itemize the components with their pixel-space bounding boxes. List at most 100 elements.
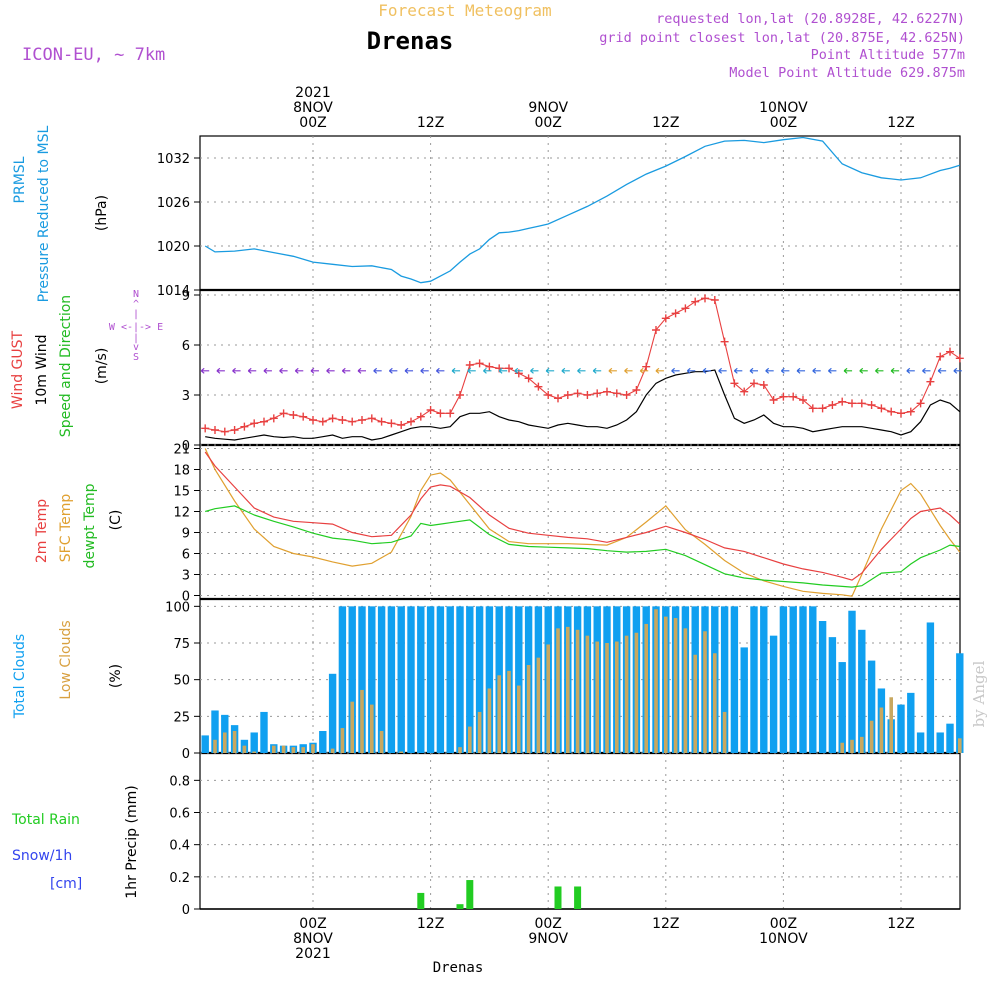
compass-down: v (133, 342, 139, 353)
total-cloud-bar (387, 606, 396, 753)
gust-marker (750, 379, 758, 388)
total-cloud-bar (328, 673, 337, 753)
gust-marker (622, 391, 631, 399)
ylabel-clouds-50: 50 (173, 674, 190, 689)
wind-direction-arrow (451, 367, 461, 374)
total-cloud-bar (936, 732, 944, 753)
ylabel-pressure-1020: 1020 (157, 240, 190, 255)
total-cloud-bar (446, 606, 454, 753)
gust-marker (955, 354, 964, 363)
low-cloud-bar (546, 644, 550, 753)
wind-direction-arrow (608, 367, 617, 374)
gust-marker (289, 411, 298, 419)
y-axis-ticks: 1014102010261032036903691215182102550751… (157, 152, 200, 918)
ylabel-temp-18: 18 (173, 464, 190, 479)
gust-marker (554, 394, 562, 403)
gust-marker (407, 417, 415, 426)
total-cloud-bar (809, 606, 817, 753)
low-cloud-bar (585, 635, 590, 753)
header: Forecast Meteogram Drenas ICON-EU, ~ 7km… (22, 1, 965, 81)
gust-marker (946, 347, 954, 356)
total-cloud-bar (475, 606, 484, 753)
wind-direction-arrow (279, 367, 288, 374)
gust-marker (701, 294, 709, 303)
total-cloud-bar (397, 606, 405, 753)
low-cloud-bar (311, 744, 315, 753)
low-cloud-bar (330, 748, 335, 753)
wind-direction-arrow (232, 367, 241, 374)
wind-direction-arrow (780, 367, 790, 374)
gust-marker (642, 362, 651, 371)
wind-direction-arrow (483, 367, 492, 374)
total-cloud-bar (760, 606, 768, 753)
gust-marker (465, 361, 474, 369)
low-cloud-bar (517, 685, 521, 753)
gust-marker (867, 401, 876, 409)
wind-label: 10m Wind (34, 334, 50, 405)
time-label-time-bottom-0-2: 2021 (295, 946, 331, 962)
wind-direction-arrow (922, 367, 931, 374)
total-cloud-bar (201, 735, 209, 753)
wind-direction-arrow (875, 367, 884, 374)
low-cloud-bar (370, 704, 374, 753)
gust-marker (563, 391, 572, 399)
low-cloud-bar (722, 711, 727, 753)
total-cloud-bar (250, 732, 258, 753)
chart-subtitle: Forecast Meteogram (378, 1, 551, 20)
wind-direction-arrow (577, 367, 586, 374)
ylabel-clouds-75: 75 (173, 637, 190, 652)
low-cloud-bar (566, 626, 570, 753)
total-cloud-bar (926, 622, 935, 753)
gust-marker (906, 407, 915, 416)
ylabel-clouds-0: 0 (182, 747, 190, 762)
wind-direction-arrow (294, 367, 304, 374)
time-label-time-bottom-0-0: 00Z (299, 916, 326, 932)
low-cloud-bar (213, 739, 217, 753)
time-label-time-bottom-60-0: 12Z (887, 916, 914, 932)
low-cloud-bar (242, 745, 247, 753)
wind-direction-arrow (686, 367, 696, 374)
wind-direction-arrow (718, 367, 727, 374)
total-cloud-bar (828, 637, 837, 753)
low-cloud-bar (526, 665, 531, 753)
gust-marker (367, 414, 376, 423)
ylabel-wind-0: 0 (182, 439, 190, 454)
ylabel-temp-9: 9 (182, 527, 190, 542)
compass-rose: N ^ | W <-|-> E | v S (109, 289, 163, 363)
gust-marker (740, 387, 749, 396)
total-cloud-bar (730, 606, 739, 753)
wind-direction-arrow (843, 367, 853, 374)
total-cloud-bar (750, 606, 758, 753)
wind-direction-arrow (859, 367, 868, 374)
total-cloud-bar (867, 660, 876, 753)
low-cloud-bar (252, 751, 256, 753)
wind-direction-arrow (247, 367, 257, 374)
total-cloud-bar (956, 653, 964, 753)
total-cloud-bar (848, 610, 856, 753)
gust-marker (593, 389, 602, 398)
time-label-time-top-36-0: 12Z (652, 115, 679, 131)
gust-marker (416, 412, 425, 421)
wind-direction-arrow (263, 367, 272, 374)
gust-marker (534, 382, 543, 391)
compass-bar-top: | (133, 309, 139, 320)
gust-marker (779, 392, 788, 401)
ylabel-temp-12: 12 (173, 506, 190, 521)
sfc-label: SFC Temp (58, 494, 74, 563)
time-label-time-bottom-24-1: 9NOV (528, 931, 568, 947)
total-cloud-bar (907, 692, 915, 753)
gust-marker (318, 417, 327, 426)
time-label-time-top-24-0: 9NOV (528, 100, 568, 116)
low-cloud-bar (615, 641, 619, 753)
gust-marker (936, 352, 945, 361)
ylabel-temp-6: 6 (182, 548, 190, 563)
total-cloud-bar (485, 606, 494, 753)
low-cloud-bar (223, 732, 227, 753)
snow-units: [cm] (50, 876, 82, 892)
low-cloud-bar (340, 728, 345, 753)
ylabel-precip-0: 0 (182, 903, 190, 918)
low-cloud-bar (468, 726, 472, 753)
